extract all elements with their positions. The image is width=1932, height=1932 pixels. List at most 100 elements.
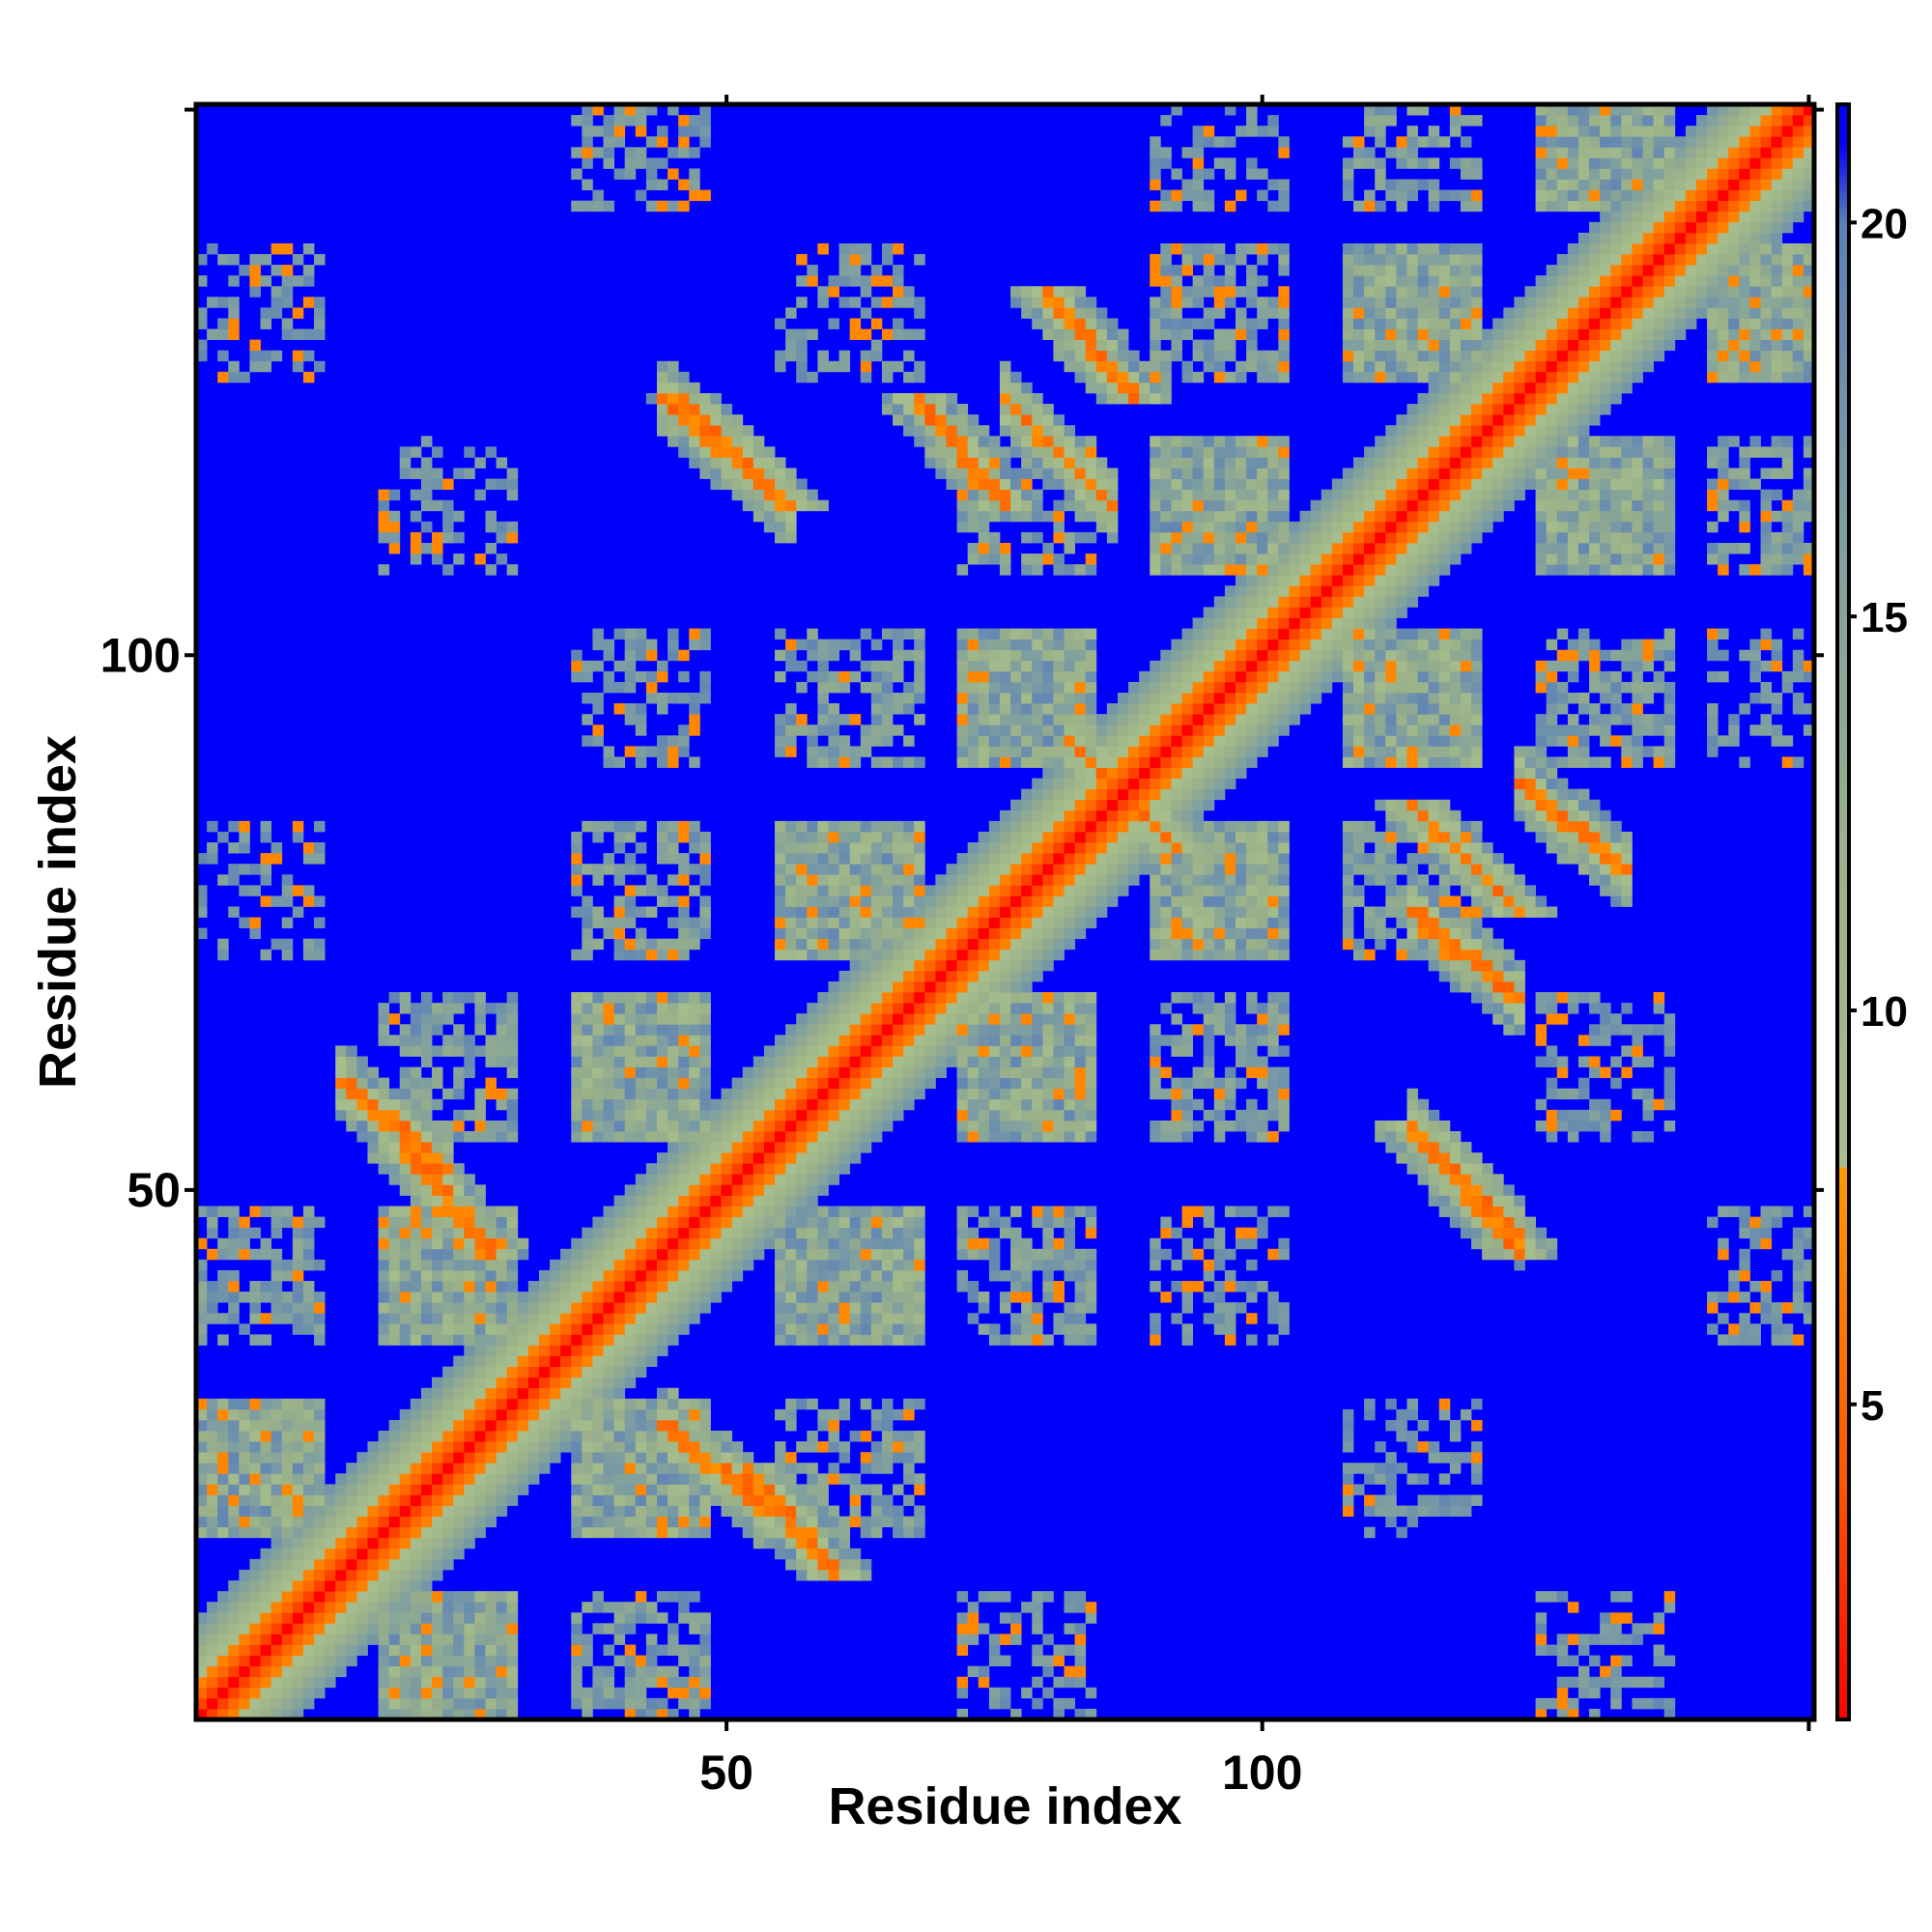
heatmap-cell [571, 864, 582, 875]
heatmap-cell [893, 297, 904, 308]
heatmap-cell [538, 1452, 551, 1463]
heatmap-cell [302, 1505, 315, 1518]
heatmap-cell [420, 1634, 433, 1645]
heatmap-cell [1064, 1665, 1075, 1678]
heatmap-cell [410, 1142, 422, 1153]
heatmap-cell [292, 350, 304, 362]
heatmap-cell [796, 1441, 808, 1453]
heatmap-cell [935, 959, 947, 972]
heatmap-cell [613, 1227, 626, 1239]
heatmap-cell [292, 1516, 304, 1528]
heatmap-cell [668, 1419, 679, 1432]
heatmap-cell [978, 1591, 990, 1603]
heatmap-cell [249, 1494, 261, 1506]
heatmap-cell [378, 1655, 390, 1667]
heatmap-cell [956, 746, 969, 757]
heatmap-cell [807, 1088, 818, 1100]
heatmap-cell [506, 1269, 519, 1282]
heatmap-cell [603, 1377, 615, 1389]
heatmap-cell [924, 906, 936, 918]
heatmap-cell [785, 1163, 797, 1175]
heatmap-cell [807, 1505, 818, 1518]
heatmap-cell [721, 1505, 733, 1518]
heatmap-cell [464, 1174, 475, 1185]
heatmap-cell [260, 1452, 272, 1463]
heatmap-cell [775, 1109, 786, 1122]
heatmap-cell [228, 1644, 240, 1656]
heatmap-cell [442, 1323, 454, 1335]
heatmap-cell [613, 1130, 626, 1143]
heatmap-cell [292, 885, 304, 896]
heatmap-cell [870, 1441, 883, 1453]
heatmap-cell [571, 1473, 582, 1485]
heatmap-cell [775, 906, 786, 918]
heatmap-cell [1032, 810, 1043, 822]
heatmap-cell [582, 949, 593, 961]
heatmap-cell [775, 628, 786, 640]
heatmap-cell [517, 1398, 529, 1410]
heatmap-cell [442, 1602, 454, 1613]
heatmap-cell [807, 1163, 818, 1175]
heatmap-cell [978, 874, 990, 886]
heatmap-cell [1032, 874, 1043, 886]
heatmap-cell [485, 1377, 497, 1389]
heatmap-cell [281, 1697, 294, 1710]
heatmap-cell [881, 938, 894, 951]
heatmap-cell [699, 1184, 711, 1196]
heatmap-cell [228, 1227, 240, 1239]
heatmap-cell [838, 670, 851, 683]
heatmap-cell [453, 1419, 465, 1432]
heatmap-cell [1053, 874, 1065, 886]
heatmap-cell [678, 1431, 690, 1442]
heatmap-cell [442, 1142, 454, 1153]
heatmap-cell [432, 554, 443, 565]
heatmap-cell [903, 874, 915, 886]
heatmap-cell [314, 1334, 326, 1346]
heatmap-cell [914, 1088, 925, 1100]
heatmap-cell [870, 1003, 883, 1014]
heatmap-cell [1021, 1088, 1033, 1100]
heatmap-cell [828, 1281, 839, 1293]
heatmap-cell [978, 489, 990, 501]
heatmap-cell [410, 1013, 422, 1025]
heatmap-cell [399, 1623, 412, 1634]
heatmap-cell [1032, 564, 1043, 576]
heatmap-cell [775, 1494, 786, 1506]
heatmap-cell [849, 1077, 862, 1090]
heatmap-cell [775, 1452, 786, 1463]
heatmap-cell [635, 820, 647, 833]
heatmap-cell [1117, 339, 1129, 352]
heatmap-cell [485, 1408, 497, 1421]
heatmap-cell [314, 328, 326, 340]
heatmap-cell [635, 949, 647, 961]
heatmap-cell [731, 1505, 744, 1518]
heatmap-cell [420, 1398, 433, 1410]
heatmap-cell [1010, 1056, 1022, 1067]
heatmap-cell [903, 1035, 915, 1046]
heatmap-cell [1010, 681, 1022, 694]
heatmap-cell [613, 842, 626, 854]
heatmap-cell [785, 1056, 797, 1067]
heatmap-cell [1042, 1013, 1054, 1025]
heatmap-cell [624, 1398, 637, 1410]
heatmap-cell [281, 297, 294, 308]
heatmap-cell [785, 1248, 797, 1261]
heatmap-cell [838, 1098, 851, 1111]
heatmap-cell [763, 1526, 776, 1539]
heatmap-cell [893, 1206, 904, 1217]
heatmap-cell [582, 1323, 593, 1335]
heatmap-cell [635, 115, 647, 127]
heatmap-cell [903, 1077, 915, 1090]
heatmap-cell [1085, 350, 1097, 362]
heatmap-cell [506, 1066, 519, 1079]
heatmap-cell [689, 126, 700, 137]
heatmap-cell [635, 1045, 647, 1057]
heatmap-cell [603, 1003, 615, 1014]
heatmap-cell [914, 949, 925, 961]
heatmap-cell [785, 938, 797, 951]
heatmap-cell [1042, 1035, 1054, 1046]
heatmap-cell [1064, 810, 1075, 822]
heatmap-cell [1074, 297, 1087, 308]
heatmap-cell [914, 693, 925, 704]
heatmap-cell [1085, 297, 1097, 308]
